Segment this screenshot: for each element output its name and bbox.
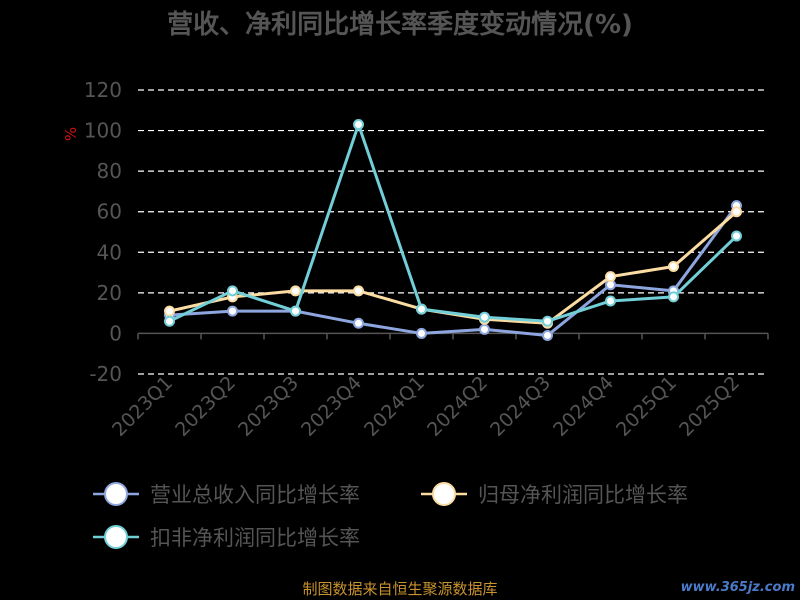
x-tick-label: 2025Q2 <box>675 372 744 441</box>
series-line-1 <box>169 204 738 337</box>
y-tick-label: 60 <box>97 200 122 224</box>
data-point <box>164 315 175 327</box>
y-tick-label: 80 <box>97 159 122 183</box>
data-point <box>542 329 553 341</box>
data-point <box>605 271 616 283</box>
data-point <box>290 305 301 317</box>
chart-title: 营收、净利同比增长率季度变动情况(%) <box>167 9 633 40</box>
x-tick-label: 2023Q4 <box>297 372 366 441</box>
data-point <box>479 323 490 335</box>
data-point <box>353 285 364 297</box>
data-point <box>542 315 553 327</box>
legend-label: 扣非净利润同比增长率 <box>150 526 360 550</box>
x-axis <box>137 332 769 340</box>
legend-label: 归母净利润同比增长率 <box>478 483 688 507</box>
legend-marker <box>432 482 456 506</box>
series-line-2 <box>169 210 738 325</box>
data-point <box>353 118 364 130</box>
data-point <box>731 230 742 242</box>
y-tick-labels: 120 100 80 60 40 20 0 -20 <box>84 78 122 386</box>
data-point <box>668 291 679 303</box>
y-tick-label: 120 <box>84 78 122 102</box>
legend-marker <box>104 482 128 506</box>
x-tick-label: 2024Q4 <box>549 372 618 441</box>
data-point <box>227 285 238 297</box>
data-point <box>227 305 238 317</box>
y-tick-label: 100 <box>84 119 122 143</box>
y-tick-label: 0 <box>109 321 122 345</box>
data-point <box>416 303 427 315</box>
data-point <box>164 305 175 317</box>
y-axis-label: % <box>62 127 80 141</box>
data-source-footer: 制图数据来自恒生聚源数据库 <box>302 580 497 598</box>
data-point <box>731 206 742 218</box>
series-line-3 <box>168 122 738 323</box>
series-lines <box>164 118 742 341</box>
y-tick-label: 20 <box>97 281 122 305</box>
data-point <box>479 311 490 323</box>
legend-label: 营业总收入同比增长率 <box>150 483 360 507</box>
y-tick-label: -20 <box>89 362 122 386</box>
data-point <box>605 295 616 307</box>
x-tick-label: 2023Q2 <box>171 372 240 441</box>
data-point <box>416 327 427 339</box>
legend-marker <box>104 525 128 549</box>
x-tick-label: 2024Q1 <box>360 372 429 441</box>
x-tick-label: 2025Q1 <box>612 372 681 441</box>
x-tick-labels: 2023Q12023Q22023Q32023Q42024Q12024Q22024… <box>108 372 744 441</box>
x-tick-label: 2023Q3 <box>234 372 303 441</box>
data-point <box>668 260 679 272</box>
x-tick-label: 2024Q3 <box>486 372 555 441</box>
data-point <box>353 317 364 329</box>
data-point <box>290 285 301 297</box>
x-tick-label: 2024Q2 <box>423 372 492 441</box>
y-tick-label: 40 <box>97 240 122 264</box>
watermark: www.365jz.com <box>681 580 795 595</box>
